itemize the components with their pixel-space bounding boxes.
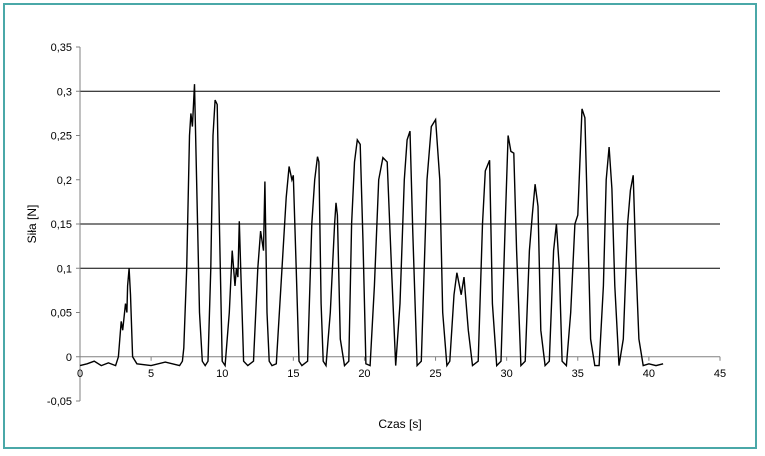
x-tick-label: 10 [216,368,228,380]
y-axis-title: Siła [N] [25,205,39,244]
y-tick-label: -0,05 [47,396,72,408]
x-tick-label: 25 [429,368,441,380]
x-tick-label: 45 [714,368,726,380]
y-tick-label: 0,15 [51,219,72,231]
y-tick-label: 0,3 [57,86,72,98]
series-line [79,84,664,368]
gridlines [80,90,720,269]
chart-frame [3,3,757,449]
x-tick-label: 5 [148,368,154,380]
y-tick-labels: -0,05 0 0,05 0,1 0,15 0,2 0,25 0,3 0,35 [47,42,72,408]
x-tick-label: 0 [77,368,83,380]
y-tick-label: 0,05 [51,308,72,320]
y-tick-label: 0,2 [57,175,72,187]
y-tick-label: 0,35 [51,42,72,54]
x-tick-label: 35 [572,368,584,380]
y-tick-label: 0,1 [57,263,72,275]
x-tick-labels: 0 5 10 15 20 25 30 35 40 45 [77,368,726,380]
y-tick-label: 0 [66,352,72,364]
x-tick-label: 15 [287,368,299,380]
x-axis-title: Czas [s] [378,417,421,431]
x-tick-label: 40 [643,368,655,380]
axes [76,46,721,402]
x-tick-label: 30 [501,368,513,380]
y-tick-label: 0,25 [51,131,72,143]
x-tick-label: 20 [358,368,370,380]
